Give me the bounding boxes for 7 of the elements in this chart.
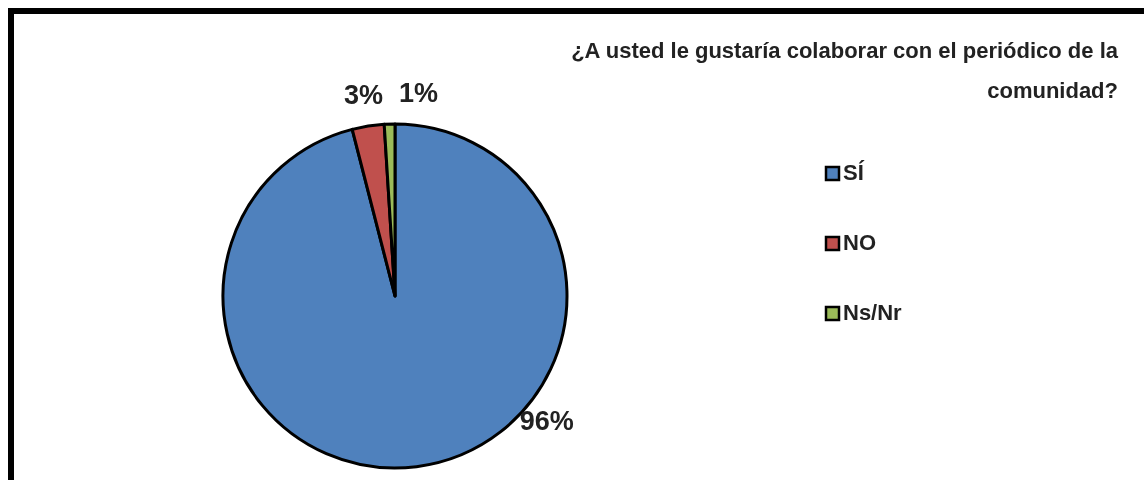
data-label: 3% bbox=[343, 80, 383, 111]
legend-label: Ns/Nr bbox=[843, 300, 903, 325]
legend-label: NO bbox=[843, 230, 876, 255]
data-label: 1% bbox=[398, 78, 438, 109]
data-label: 96% bbox=[519, 405, 574, 436]
chart-title: ¿A usted le gustaría colaborar con el periódico de la comunidad? bbox=[571, 38, 1119, 103]
legend-label: SÍ bbox=[843, 160, 865, 185]
